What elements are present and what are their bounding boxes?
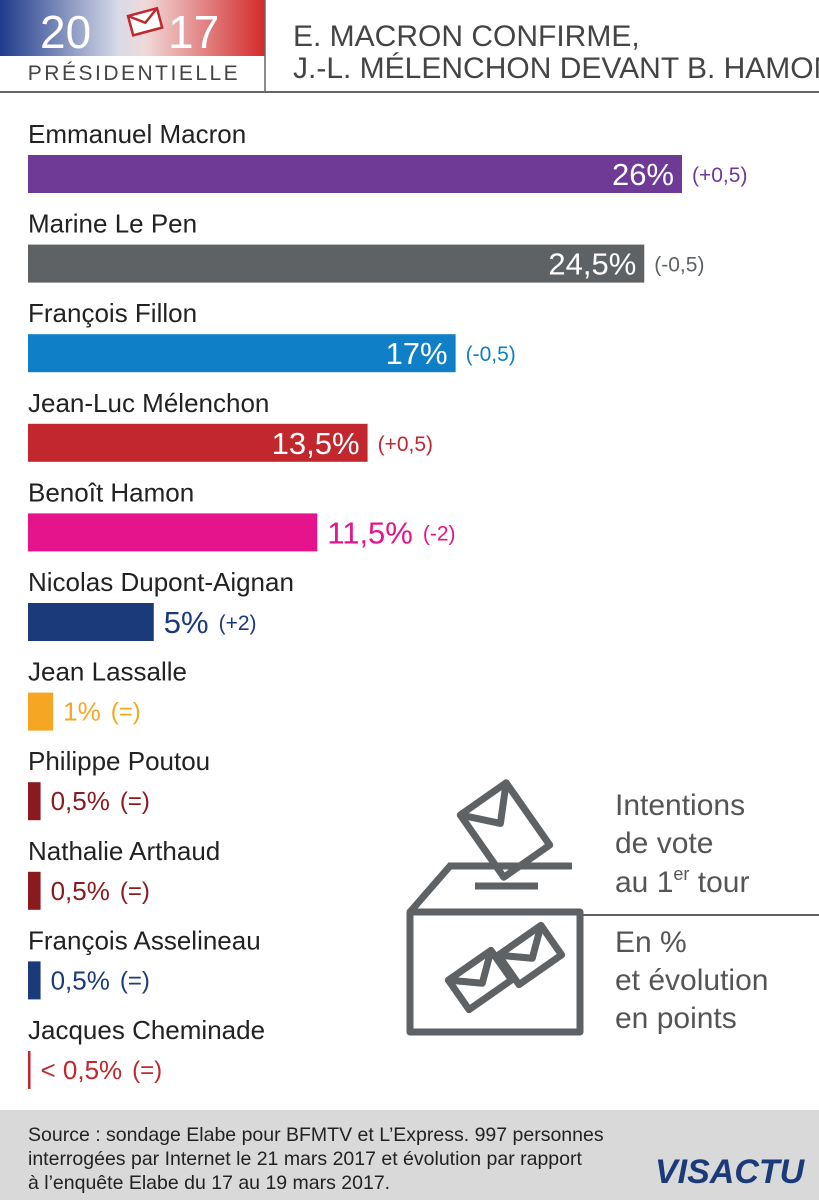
bar (28, 692, 54, 731)
change-label: (=) (120, 967, 150, 994)
note-line: en points (615, 1002, 737, 1035)
bar (28, 155, 682, 193)
bar (28, 782, 41, 821)
year-left: 20 (40, 6, 91, 58)
candidate-name: Benoît Hamon (28, 477, 194, 507)
bar (28, 334, 456, 373)
source-line: interrogées par Internet le 21 mars 2017… (28, 1148, 582, 1170)
change-label: (=) (120, 878, 150, 905)
bar (28, 603, 154, 641)
change-label: (=) (120, 788, 150, 815)
change-label: (+0,5) (692, 164, 747, 187)
change-label: (-0,5) (654, 254, 704, 277)
source-line: à l’enquête Elabe du 17 au 19 mars 2017. (28, 1172, 390, 1194)
change-label: (-0,5) (466, 343, 516, 366)
change-label: (+2) (219, 612, 257, 635)
value-label: 0,5% (51, 876, 110, 906)
title-line: J.-L. MÉLENCHON DEVANT B. HAMON (293, 52, 819, 85)
value-label: 13,5% (272, 426, 360, 461)
candidate-name: Jean Lassalle (28, 657, 187, 687)
value-label: 5% (164, 605, 209, 640)
value-label: < 0,5% (41, 1055, 123, 1085)
ballot-box-icon (406, 779, 584, 1036)
side-note: Intentions de vote au 1er tour En % et é… (615, 789, 768, 1035)
value-label: 26% (612, 157, 674, 192)
value-label: 0,5% (51, 786, 110, 816)
candidate-name: Marine Le Pen (28, 209, 197, 239)
candidate-name: Philippe Poutou (28, 746, 210, 776)
value-label: 1% (63, 697, 101, 727)
value-label: 17% (386, 336, 448, 371)
header-label: PRÉSIDENTIELLE (28, 62, 240, 85)
bar (28, 513, 318, 552)
change-label: (=) (132, 1057, 162, 1084)
change-label: (=) (111, 699, 141, 726)
value-label: 0,5% (51, 965, 110, 995)
candidate-name: Nicolas Dupont-Aignan (28, 567, 294, 597)
title-line: E. MACRON CONFIRME, (293, 20, 640, 53)
logo: VISACTU (655, 1153, 806, 1191)
source-line: Source : sondage Elabe pour BFMTV et L’E… (28, 1124, 604, 1146)
candidate-name: Emmanuel Macron (28, 119, 246, 149)
bar (28, 961, 41, 1000)
bar (28, 244, 645, 283)
candidate-name: Jacques Cheminade (28, 1015, 265, 1045)
bar (28, 1051, 31, 1089)
footer (0, 1110, 819, 1200)
candidate-name: Jean-Luc Mélenchon (28, 388, 269, 418)
note-text: au 1 (615, 866, 673, 899)
note-line: au 1er tour (615, 864, 749, 899)
value-label: 24,5% (548, 247, 636, 282)
value-label: 11,5% (327, 515, 413, 550)
candidate-name: Nathalie Arthaud (28, 836, 220, 866)
note-sup: er (673, 864, 689, 884)
bar (28, 871, 41, 910)
envelope-icon (126, 6, 164, 37)
note-line: En % (615, 926, 687, 959)
change-label: (-2) (423, 522, 456, 545)
bar (28, 423, 368, 462)
note-line: de vote (615, 827, 713, 860)
candidate-name: François Fillon (28, 298, 197, 328)
change-label: (+0,5) (378, 433, 433, 456)
note-text: tour (689, 866, 749, 899)
year-right: 17 (168, 6, 219, 58)
candidate-name: François Asselineau (28, 925, 261, 955)
note-line: Intentions (615, 789, 745, 822)
note-line: et évolution (615, 964, 768, 997)
